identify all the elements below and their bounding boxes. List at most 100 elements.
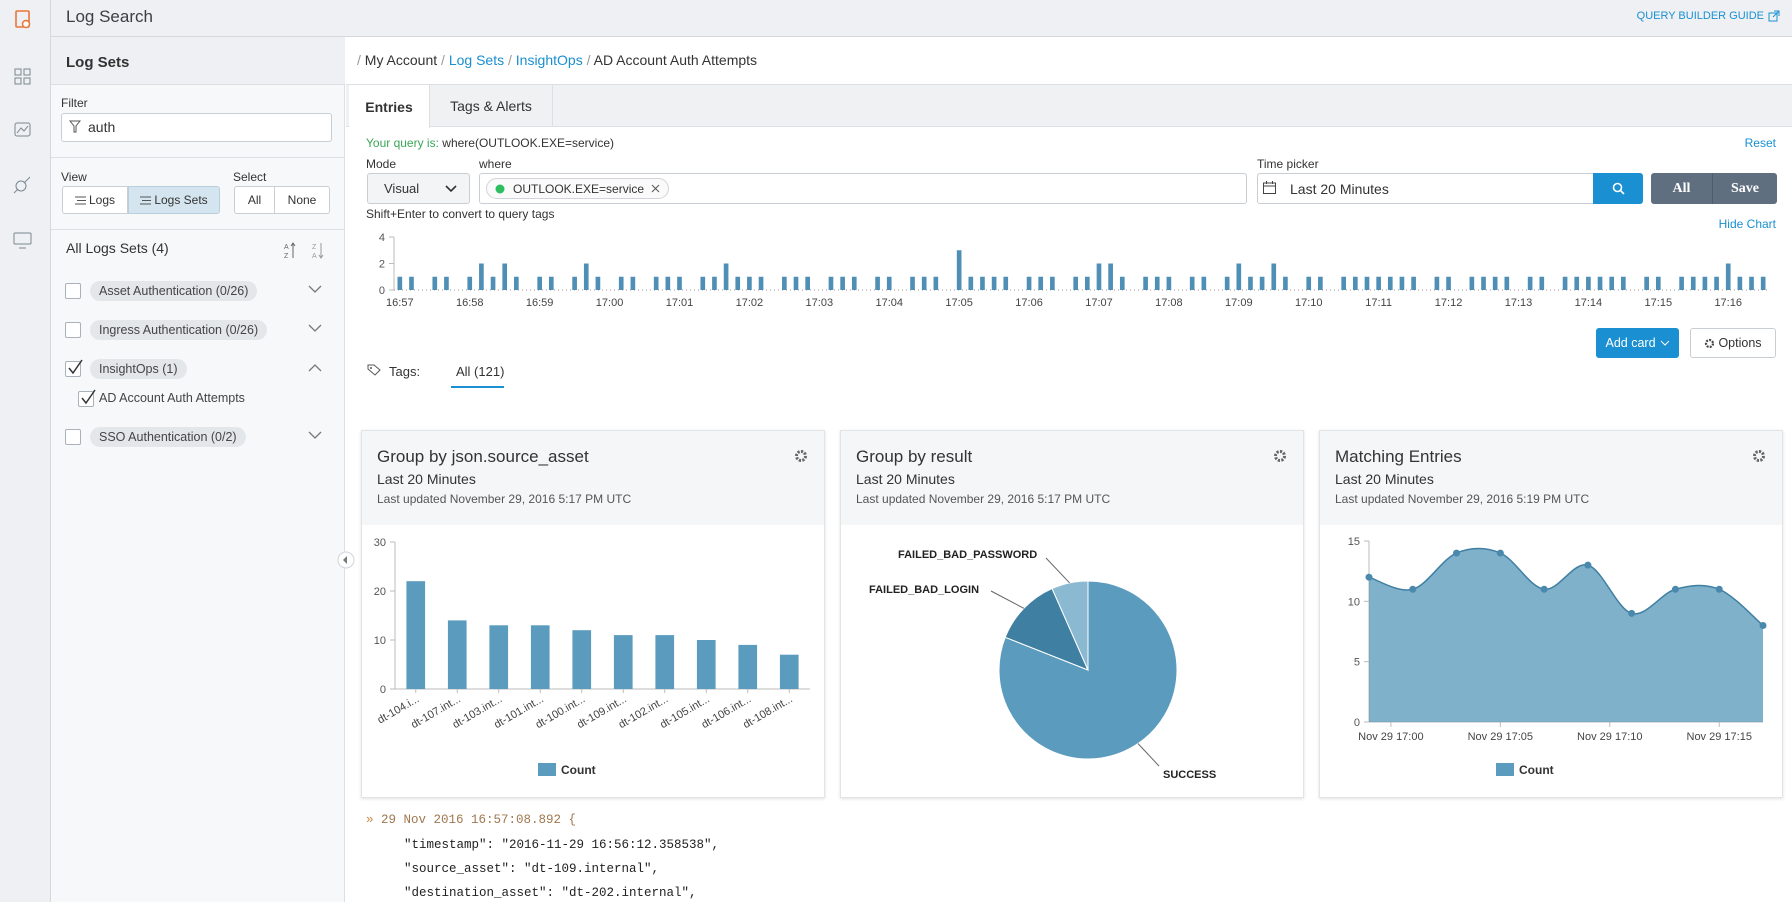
bar (1469, 276, 1475, 290)
hide-chart-link[interactable]: Hide Chart (1718, 217, 1776, 231)
crumb-link[interactable]: InsightOps (515, 52, 583, 68)
slice-label: SUCCESS (1163, 769, 1216, 781)
bar (980, 276, 985, 290)
bar (1387, 276, 1393, 290)
search-button[interactable] (1593, 173, 1643, 204)
bar (779, 654, 799, 689)
guide-link[interactable]: QUERY BUILDER GUIDE (1636, 10, 1764, 22)
point (1628, 609, 1636, 617)
checkbox[interactable] (65, 322, 81, 338)
sidebar (51, 37, 345, 902)
time-input[interactable] (1257, 173, 1594, 204)
all-button[interactable]: All (1651, 173, 1713, 204)
checkbox-checked[interactable] (65, 361, 81, 377)
view-logsets-button[interactable]: Logs Sets (128, 186, 220, 214)
bar (851, 276, 857, 290)
checkbox[interactable] (65, 429, 81, 445)
select-none-button[interactable]: None (274, 186, 330, 214)
check-mark (68, 359, 83, 375)
bar (630, 276, 636, 290)
checkbox-checked[interactable] (78, 391, 94, 407)
card-title: Group by json.source_asset (377, 447, 589, 466)
chevron-down[interactable] (308, 431, 322, 440)
bar (1050, 276, 1055, 290)
log-set[interactable]: SSO Authentication (0/2) (90, 427, 246, 447)
collapse-button[interactable] (337, 551, 355, 569)
sidebar-title: Log Sets (66, 54, 130, 71)
bar (548, 276, 554, 290)
bar (828, 276, 834, 290)
svg-text:A: A (284, 244, 289, 251)
x-tick-label: 17:10 (1295, 297, 1323, 309)
gear-icon[interactable] (1273, 449, 1287, 463)
card: Group by json.source_asset Last 20 Minut… (361, 430, 825, 798)
legend-swatch (538, 763, 556, 776)
mode-select[interactable]: Visual (367, 173, 470, 204)
bar (1504, 276, 1510, 290)
gear-icon[interactable] (1752, 449, 1766, 463)
gear-icon[interactable] (794, 449, 808, 463)
log-set[interactable]: Asset Authentication (0/26) (90, 281, 258, 301)
sort-icons[interactable]: AZ ZA (282, 240, 330, 260)
list-icon (74, 196, 86, 204)
rail-icons (13, 10, 32, 249)
select-all-button[interactable]: All (234, 186, 275, 214)
bar (1166, 276, 1172, 290)
legend-label: Count (1519, 763, 1554, 777)
log-set[interactable]: Ingress Authentication (0/26) (90, 320, 268, 340)
bar (665, 276, 671, 290)
chevron-down[interactable] (308, 285, 322, 294)
bar (1679, 276, 1684, 290)
query-tag[interactable]: OUTLOOK.EXE=service (486, 178, 670, 199)
chevron-up[interactable] (308, 363, 322, 372)
filter-input[interactable] (61, 113, 332, 142)
log-set[interactable]: InsightOps (1) (90, 359, 187, 379)
x-tick-label: 17:08 (1155, 297, 1183, 309)
x-tick-label: 17:03 (806, 297, 834, 309)
filter-value: auth (88, 119, 116, 135)
x-tick-label: 17:04 (875, 297, 903, 309)
bar (444, 276, 449, 290)
card-period: Last 20 Minutes (377, 471, 476, 487)
tags-all[interactable]: All (121) (456, 364, 505, 379)
tab[interactable]: Tags & Alerts (430, 85, 553, 127)
time-value: Last 20 Minutes (1290, 181, 1389, 197)
card-updated: Last updated November 29, 2016 5:17 PM U… (377, 492, 632, 506)
list-title: All Logs Sets (4) (66, 240, 169, 256)
reset-link[interactable]: Reset (1744, 136, 1776, 150)
bar (595, 276, 601, 290)
bar (1248, 276, 1253, 290)
tab-active[interactable]: Entries (349, 85, 430, 128)
leader-line (990, 590, 1025, 609)
bar (735, 276, 741, 290)
y-tick-label: 0 (380, 684, 386, 696)
add-card-button[interactable]: Add card (1596, 328, 1679, 358)
area-chart: 0 5 10 15 Nov 29 17:00 Nov 29 17:05 Nov 29 17:… (1348, 536, 1767, 777)
bar (1236, 263, 1242, 290)
bar (1655, 276, 1661, 290)
save-button[interactable]: Save (1713, 173, 1777, 204)
point (1409, 585, 1417, 593)
x-tick-label: Nov 29 17:10 (1577, 731, 1642, 743)
log-name[interactable]: AD Account Auth Attempts (99, 391, 245, 405)
view-logs-button[interactable]: Logs (62, 186, 128, 214)
bar (712, 276, 717, 290)
card-period: Last 20 Minutes (856, 471, 955, 487)
crumb-link[interactable]: Log Sets (448, 52, 505, 68)
y-tick-label: 10 (1348, 596, 1360, 608)
y-tick-label: 10 (374, 635, 386, 647)
bar (910, 276, 915, 290)
log-header: » 29 Nov 2016 16:57:08.892 { (366, 813, 576, 827)
y-tick-label: 20 (374, 586, 386, 598)
options-button[interactable]: Options (1690, 328, 1776, 358)
checkbox[interactable] (65, 283, 81, 299)
card-period: Last 20 Minutes (1335, 471, 1434, 487)
bar (397, 276, 403, 290)
sidebar-header (51, 37, 345, 85)
bar (502, 263, 508, 290)
x-tick-label: 17:05 (945, 297, 973, 309)
bar (1644, 276, 1649, 290)
top-bar (51, 0, 1792, 37)
bar (1702, 276, 1708, 290)
chevron-down[interactable] (308, 324, 322, 333)
